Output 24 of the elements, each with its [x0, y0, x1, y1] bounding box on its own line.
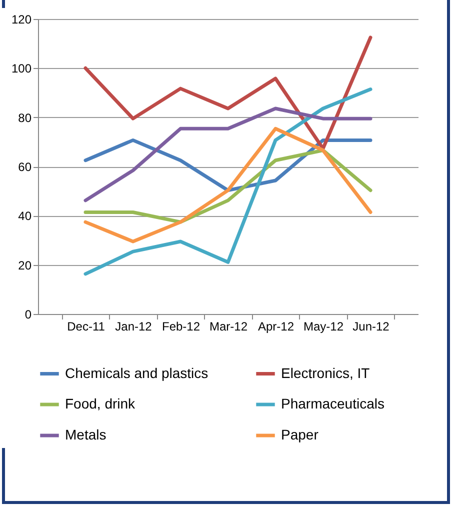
y-tick-label: 60: [18, 160, 32, 174]
x-tick-label: Apr-12: [258, 320, 294, 334]
x-tick-label: Jan-12: [115, 320, 152, 334]
x-tick-label: Dec-11: [67, 320, 106, 334]
y-tick-label: 120: [11, 12, 32, 26]
legend-label: Metals: [65, 426, 106, 442]
line-series: [84, 36, 372, 150]
legend-label: Paper: [281, 426, 319, 442]
y-tick-label: 40: [18, 209, 32, 224]
x-tick-label: Mar-12: [209, 320, 248, 334]
legend-label: Pharmaceuticals: [281, 396, 384, 412]
y-tick-label: 0: [24, 308, 32, 322]
x-tick-label: May-12: [303, 320, 344, 334]
legend-label: Chemicals and plastics: [65, 364, 208, 381]
line-series: [84, 106, 372, 202]
y-tick-label: 80: [18, 110, 32, 125]
line-series: [84, 88, 372, 276]
line-series: [84, 126, 372, 244]
legend-label: Electronics, IT: [281, 364, 370, 381]
x-tick-label: Jun-12: [352, 320, 390, 334]
legend-label: Food, drink: [65, 396, 136, 412]
y-tick-label: 100: [11, 62, 32, 76]
x-tick-label: Feb-12: [162, 320, 200, 334]
y-tick-label: 20: [18, 258, 32, 272]
